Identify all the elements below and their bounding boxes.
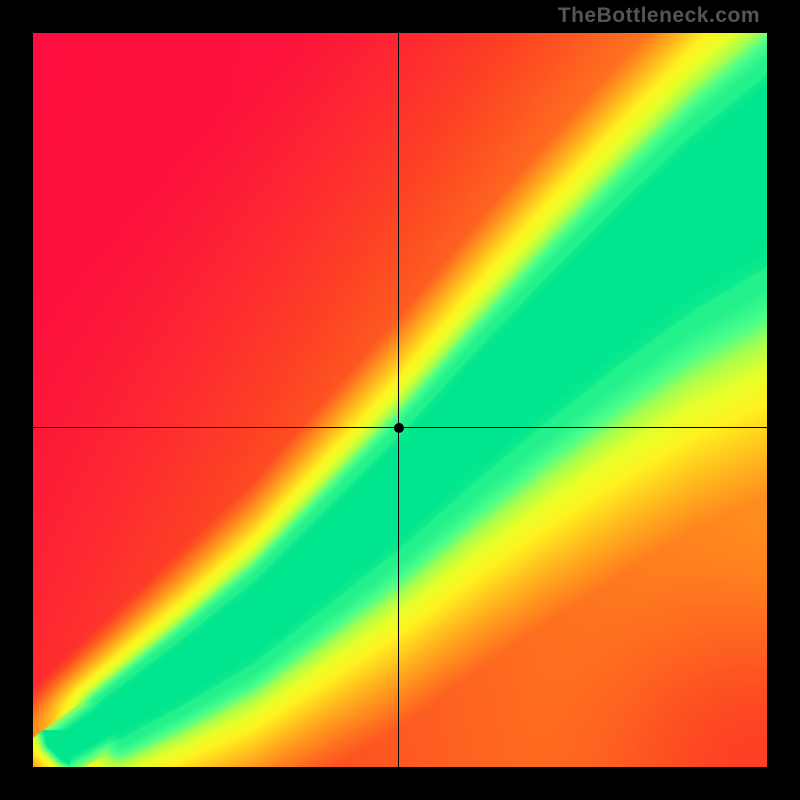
- heatmap-plot: [33, 33, 767, 767]
- crosshair-vertical: [398, 33, 399, 767]
- heatmap-canvas: [33, 33, 767, 767]
- chart-frame: TheBottleneck.com: [0, 0, 800, 800]
- marker-dot: [394, 423, 404, 433]
- attribution-label: TheBottleneck.com: [558, 4, 760, 28]
